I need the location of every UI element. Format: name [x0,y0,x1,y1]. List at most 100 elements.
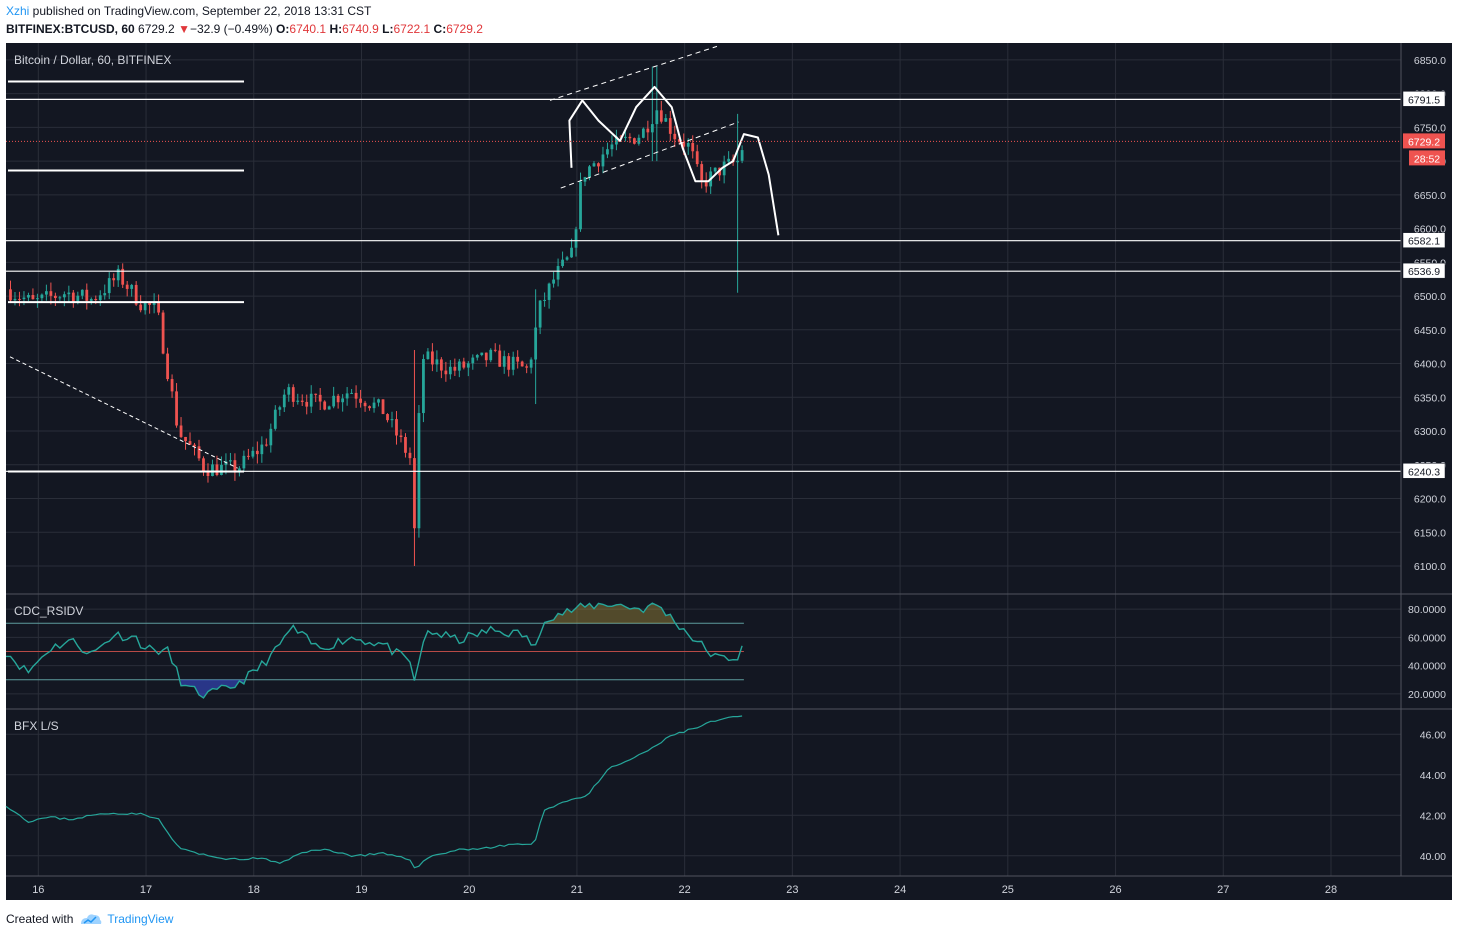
candle-body [668,118,672,134]
price-pane-title: Bitcoin / Dollar, 60, BITFINEX [14,53,171,67]
candle-body [309,393,313,407]
candle-body [255,450,259,455]
level-tag-label: 6582.1 [1408,236,1440,248]
candle-body [71,292,75,303]
candle-body [475,355,479,358]
candle-body [246,455,250,457]
candle-body [511,356,515,370]
candle-body [740,150,744,161]
candle-body [215,464,219,475]
candle-body [305,401,309,407]
candle-body [80,289,84,296]
candle-body [404,437,407,453]
y-tick-label: 40.0000 [1408,661,1446,673]
y-tick-label: 80.0000 [1408,604,1446,616]
candle-body [58,297,62,299]
candle-body [372,402,376,409]
y-tick-label: 6450.0 [1414,325,1446,337]
candle-body [53,295,57,299]
author-link[interactable]: Xzhi [6,4,30,18]
candle-body [713,167,717,172]
candle-body [413,458,416,529]
y-tick-label: 42.00 [1420,810,1446,822]
candle-body [148,302,152,305]
candle-body [89,298,93,301]
candle-body [534,327,538,360]
candle-body [166,353,169,380]
bfx-pane[interactable] [5,715,743,869]
countdown-tag [1409,150,1445,166]
candle-body [386,414,389,421]
tradingview-link[interactable]: TradingView [79,912,173,926]
candle-body [462,361,466,368]
channel-lower [560,121,739,189]
candle-body [543,299,547,301]
candle-body [238,468,241,473]
candle-body [538,300,542,328]
x-tick-label: 21 [571,884,583,896]
candle-body [507,356,511,370]
candle-body [624,136,627,138]
last-price-tag [1403,133,1445,149]
x-tick-label: 17 [140,884,152,896]
low-value: 6722.1 [393,22,431,36]
candle-body [62,294,66,298]
y-tick-label: 46.00 [1420,729,1446,741]
candle-body [417,413,421,529]
candle-body [722,161,726,176]
candle-body [659,110,663,122]
candle-body [341,398,345,403]
candle-body [736,160,740,163]
candle-body [27,295,30,298]
candle-body [229,460,232,462]
candle-body [408,452,412,459]
candle-body [588,166,591,178]
candle-body [493,349,497,351]
candle-body [143,302,147,311]
candle-body [260,444,264,455]
candle-body [695,151,699,165]
candle-body [67,292,71,295]
candle-body [98,295,102,301]
candle-body [116,268,120,281]
x-tick-label: 18 [248,884,260,896]
open-label: O: [276,22,290,36]
y-tick-label: 6150.0 [1414,527,1446,539]
candle-body [556,266,560,280]
y-tick-label: 6100.0 [1414,561,1446,573]
candle-body [139,304,143,311]
candle-body [152,301,156,305]
high-label: H: [329,22,343,36]
candle-body [444,370,448,375]
candle-body [682,141,686,147]
candle-body [466,363,470,368]
candle-body [134,284,138,305]
y-tick-label: 6300.0 [1414,426,1446,438]
candle-body [601,154,605,167]
candle-body [448,366,452,375]
candle-body [107,278,111,294]
candle-body [426,351,430,360]
candle-body [327,406,331,410]
x-tick-label: 25 [1002,884,1014,896]
trendline-dashed [9,356,238,469]
rsi-pane[interactable] [6,602,744,699]
candle-body [368,406,371,409]
candle-body [233,460,237,473]
candle-body [704,180,708,187]
candle-body [291,387,295,402]
last-price-tag-label: 6729.2 [1408,136,1440,148]
candle-body [157,301,160,313]
x-tick-label: 24 [894,884,906,896]
y-tick-label: 6650.0 [1414,190,1446,202]
candle-body [502,356,506,367]
candle-body [565,257,569,260]
created-with-text: Created with [6,912,74,926]
candle-body [431,351,434,365]
candle-body [36,298,39,300]
candle-body [650,124,654,133]
candle-body [103,293,107,296]
candle-body [202,458,205,471]
price-pane[interactable] [6,45,1401,567]
